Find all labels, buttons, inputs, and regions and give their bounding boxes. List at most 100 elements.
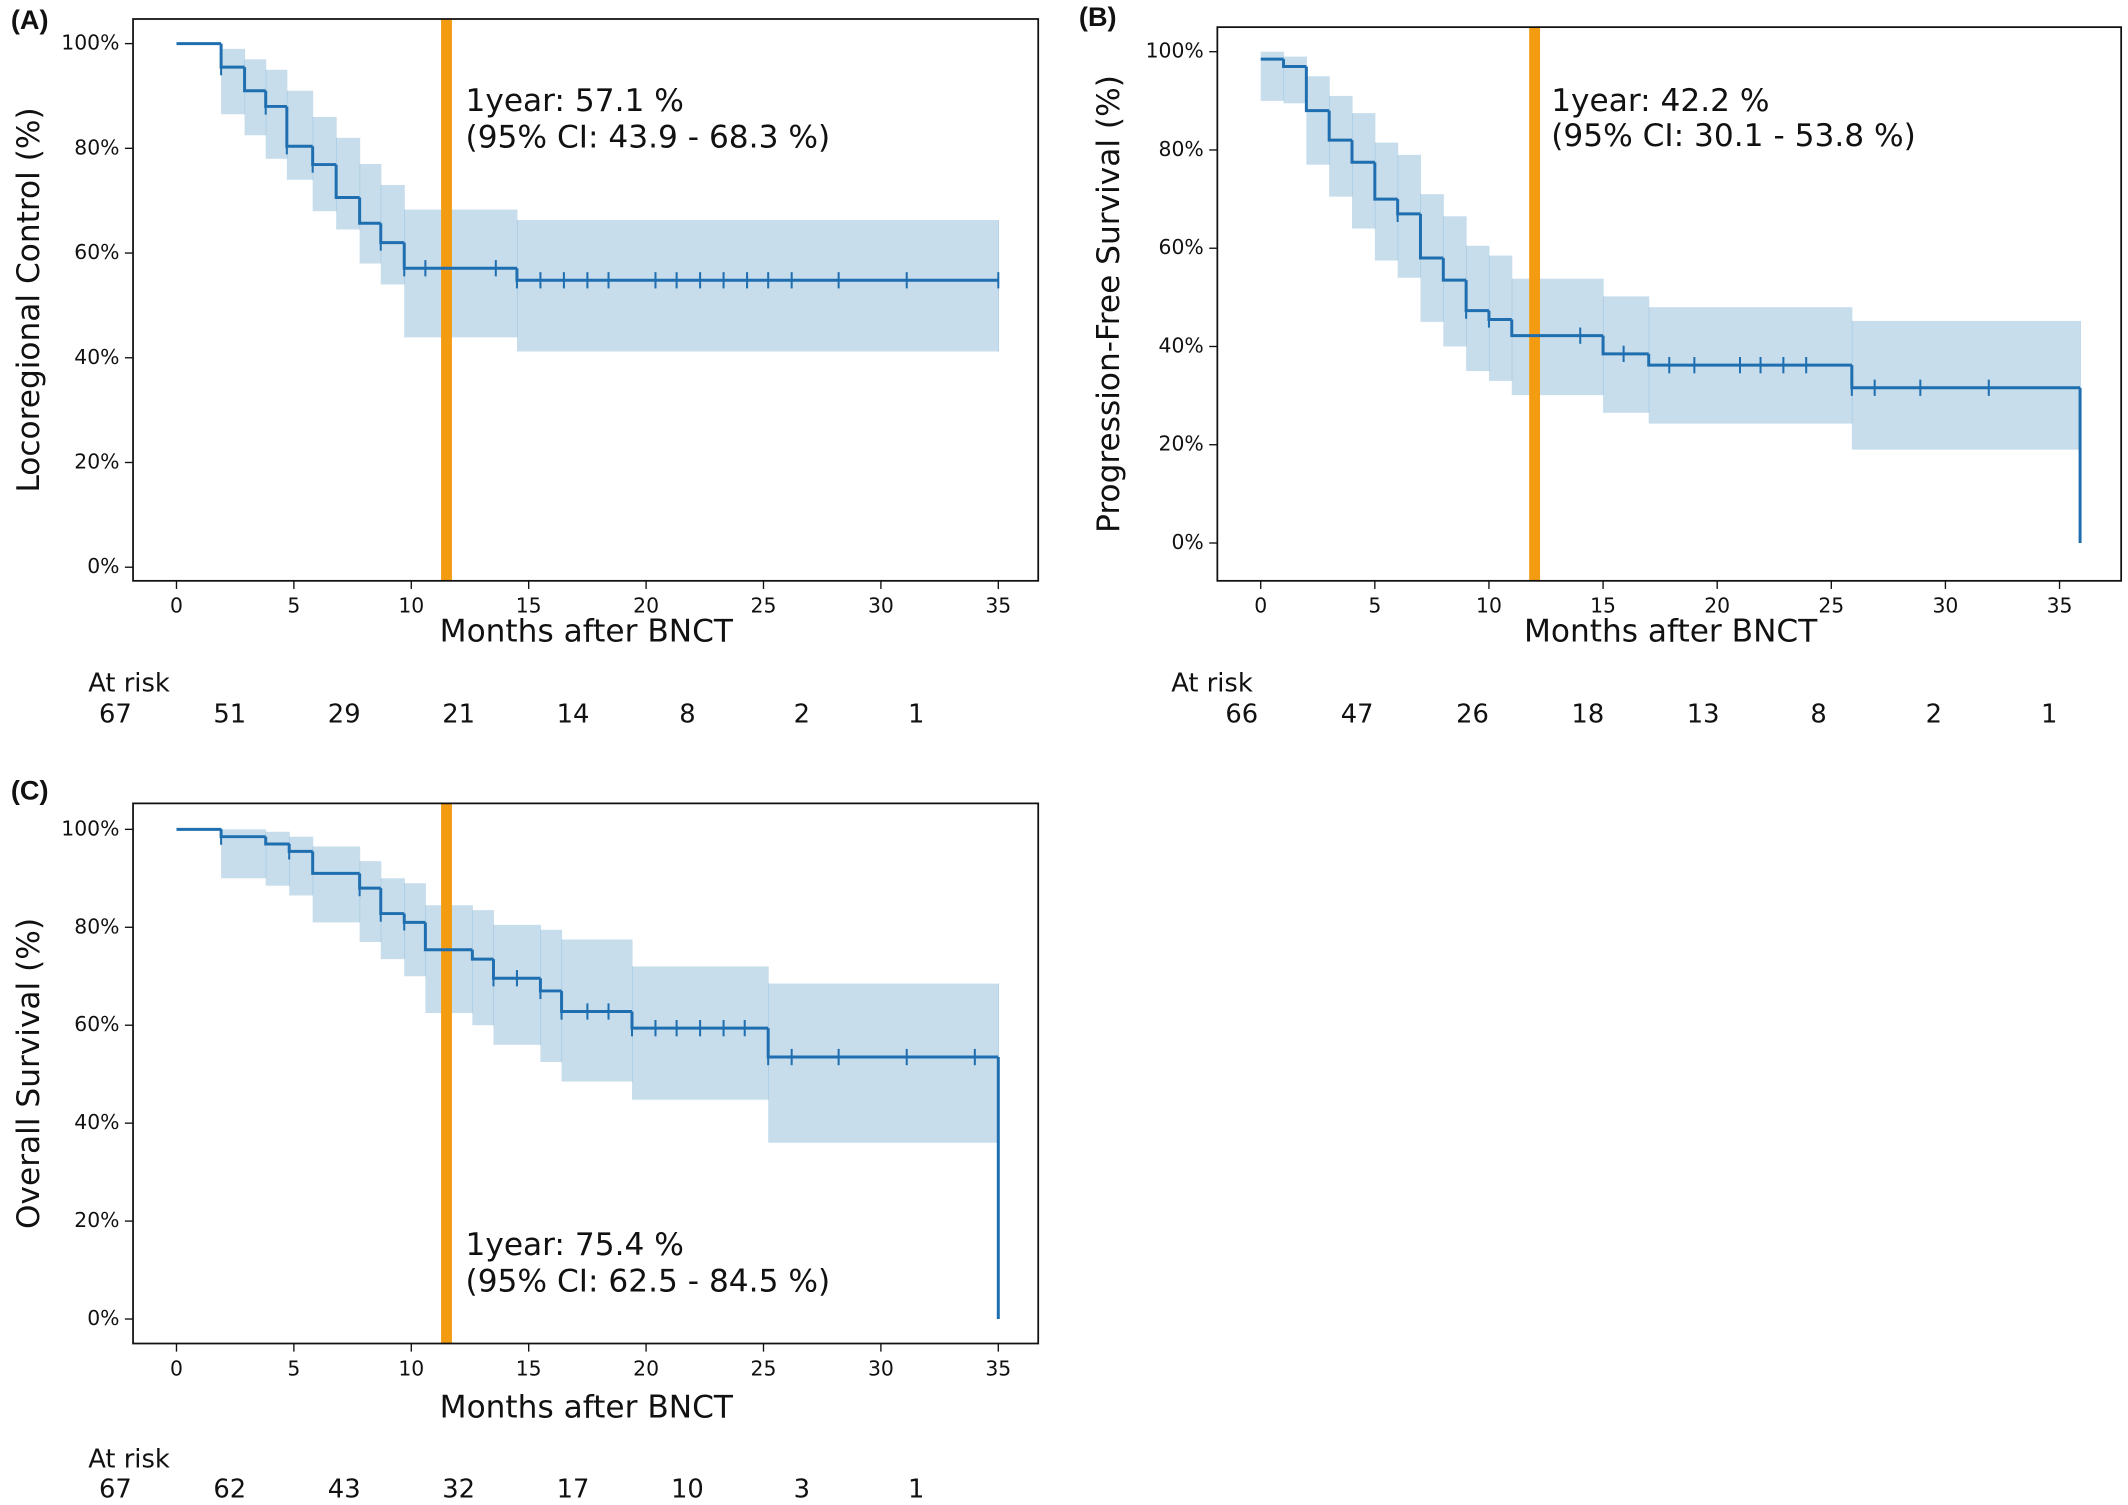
annotation: (95% CI: 43.9 - 68.3 %) — [466, 119, 831, 155]
y-tick-label: 80% — [74, 914, 119, 938]
at-risk-count: 18 — [1571, 700, 1604, 730]
panel-label: (B) — [1079, 1, 1117, 32]
x-tick-label: 30 — [868, 594, 894, 618]
annotation: 1year: 75.4 % — [466, 1227, 684, 1263]
confidence-band — [1283, 56, 1307, 104]
x-tick-label: 35 — [985, 1356, 1011, 1380]
confidence-band — [221, 48, 246, 115]
y-tick-label: 60% — [1159, 235, 1204, 259]
x-axis-label: Months after BNCT — [440, 1390, 734, 1426]
confidence-band — [312, 846, 361, 923]
at-risk-count: 47 — [1341, 700, 1374, 730]
at-risk-count: 32 — [442, 1475, 475, 1505]
x-tick-label: 35 — [2047, 594, 2073, 618]
plot-frame — [1216, 26, 2123, 582]
annotation: 1year: 57.1 % — [466, 83, 684, 119]
confidence-band — [768, 983, 999, 1143]
x-tick-label: 10 — [1476, 594, 1502, 618]
x-tick-label: 10 — [398, 1356, 424, 1380]
x-tick-label: 25 — [751, 1356, 777, 1380]
survival-step — [264, 836, 290, 846]
survival-step — [423, 922, 473, 952]
panel-label: (C) — [11, 775, 49, 806]
at-risk-count: 8 — [1810, 700, 1826, 730]
x-tick-label: 0 — [170, 1356, 183, 1380]
survival-step — [1282, 59, 1307, 68]
at-risk-count: 51 — [213, 700, 246, 730]
at-risk-count: 26 — [1456, 700, 1489, 730]
survival-step — [1441, 258, 1467, 282]
confidence-band — [404, 209, 518, 338]
at-risk-count: 2 — [794, 700, 810, 730]
confidence-band — [1306, 76, 1330, 165]
confidence-band — [472, 910, 495, 1026]
one-year-line — [441, 18, 452, 581]
survival-step — [311, 851, 360, 875]
y-tick-label: 100% — [61, 816, 119, 840]
at-risk-count: 66 — [1225, 700, 1258, 730]
y-tick-label: 40% — [74, 1110, 119, 1134]
survival-step — [1510, 319, 1604, 338]
survival-step — [1601, 335, 1649, 356]
one-year-line — [441, 803, 452, 1344]
at-risk-count: 17 — [557, 1475, 590, 1505]
confidence-band — [380, 184, 405, 285]
x-tick-label: 20 — [1704, 594, 1730, 618]
survival-step — [243, 67, 266, 93]
x-axis-label: Months after BNCT — [1524, 613, 1818, 649]
at-risk-count: 2 — [1926, 700, 1942, 730]
confidence-band — [380, 878, 405, 960]
plot-frame — [132, 18, 1040, 582]
annotation: 1year: 42.2 % — [1551, 83, 1769, 119]
panel-label: (A) — [11, 4, 49, 35]
x-tick-label: 5 — [287, 594, 300, 618]
at-risk-label: At risk — [1171, 668, 1253, 698]
confidence-band — [2080, 320, 2081, 450]
x-tick-label: 25 — [1818, 594, 1844, 618]
at-risk-count: 62 — [213, 1475, 246, 1505]
at-risk-label: At risk — [88, 668, 170, 698]
survival-step — [1350, 140, 1375, 164]
confidence-band — [359, 164, 382, 264]
at-risk-label: At risk — [88, 1445, 170, 1475]
at-risk-count: 21 — [442, 700, 475, 730]
annotation: (95% CI: 30.1 - 53.8 %) — [1551, 118, 1916, 154]
y-tick-label: 0% — [87, 1306, 119, 1330]
x-tick-label: 10 — [398, 594, 424, 618]
x-tick-label: 30 — [868, 1356, 894, 1380]
at-risk-count: 67 — [99, 700, 132, 730]
x-tick-label: 5 — [287, 1356, 300, 1380]
x-tick-label: 5 — [1368, 594, 1381, 618]
confidence-band — [286, 90, 314, 180]
at-risk-count: 1 — [908, 1475, 924, 1505]
confidence-band — [1851, 320, 2081, 450]
x-tick-label: 20 — [633, 594, 659, 618]
at-risk-count: 1 — [2041, 700, 2057, 730]
y-tick-label: 40% — [74, 345, 119, 369]
at-risk-count: 14 — [557, 700, 590, 730]
confidence-band — [404, 883, 426, 977]
at-risk-count: 67 — [99, 1475, 132, 1505]
confidence-band — [265, 69, 288, 159]
survival-step — [1327, 110, 1353, 142]
x-tick-label: 0 — [170, 594, 183, 618]
at-risk-count: 13 — [1687, 700, 1720, 730]
confidence-band — [244, 59, 267, 136]
at-risk-count: 3 — [794, 1475, 810, 1505]
y-tick-label: 20% — [1159, 432, 1204, 456]
confidence-band — [336, 137, 361, 230]
y-axis-label: Locoregional Control (%) — [11, 107, 47, 492]
survival-step — [1373, 162, 1398, 201]
y-tick-label: 80% — [74, 135, 119, 159]
confidence-band — [516, 220, 999, 352]
survival-step — [334, 164, 360, 200]
x-tick-label: 20 — [633, 1356, 659, 1380]
x-tick-label: 25 — [751, 594, 777, 618]
y-tick-label: 20% — [74, 1208, 119, 1232]
survival-step — [358, 197, 381, 225]
at-risk-count: 8 — [679, 700, 695, 730]
y-tick-label: 0% — [87, 554, 119, 578]
x-tick-label: 15 — [516, 1356, 542, 1380]
x-tick-label: 35 — [985, 594, 1011, 618]
plot-frame — [132, 802, 1040, 1345]
